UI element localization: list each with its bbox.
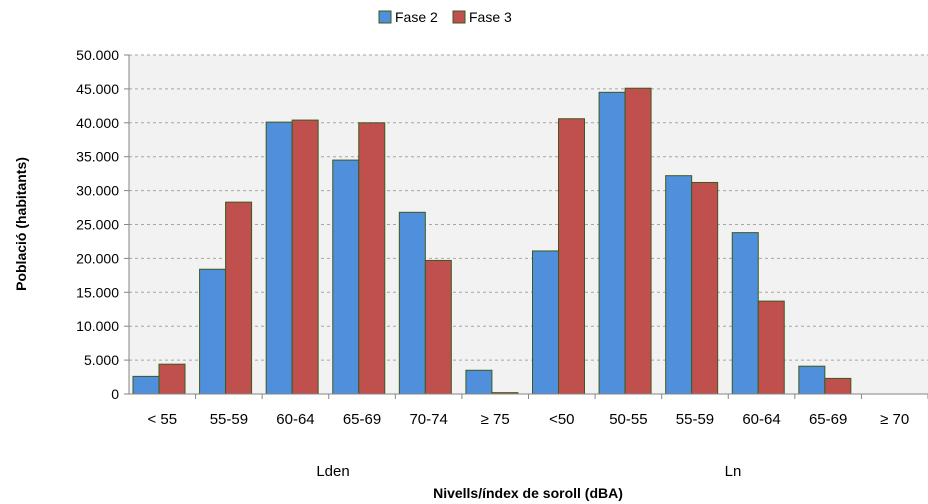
bar-fase-2 — [465, 369, 493, 395]
bar-fase-3 — [624, 87, 652, 395]
x-tick-label: <50 — [549, 411, 574, 428]
x-tick-label: 55-59 — [210, 411, 248, 428]
group-label-ln: Ln — [725, 463, 742, 480]
bar-fase-3 — [824, 377, 852, 395]
bar-fase-3 — [691, 181, 719, 395]
y-tick-label: 40.000 — [76, 115, 119, 131]
legend: Fase 2 Fase 3 — [378, 9, 512, 25]
x-tick-label: 55-59 — [676, 411, 714, 428]
y-tick-label: 15.000 — [76, 284, 119, 300]
x-tick-label: ≥ 75 — [481, 411, 510, 428]
bar-fase-2 — [598, 91, 626, 395]
y-tick-label: 50.000 — [76, 47, 119, 63]
x-tick-label: 65-69 — [343, 411, 381, 428]
gridlines — [129, 54, 928, 361]
y-tick-label: 0 — [111, 386, 119, 402]
bar-fase-2 — [132, 375, 160, 395]
legend-swatch-fase-2 — [378, 10, 392, 24]
bar-fase-2 — [332, 159, 360, 395]
x-tick-label: < 55 — [147, 411, 177, 428]
y-tick-label: 25.000 — [76, 217, 119, 233]
y-tick-label: 20.000 — [76, 250, 119, 266]
y-tick-labels: 0 5.000 10.000 15.000 20.000 25.000 30.000 35.0… — [76, 47, 129, 402]
x-tick-labels: < 55 55-59 60-64 65-69 70-74 ≥ 75 <50 50-55 55-5… — [147, 394, 928, 428]
y-tick-label: 10.000 — [76, 318, 119, 334]
bar-fase-2 — [265, 121, 293, 395]
bar-fase-3 — [424, 259, 452, 395]
x-tick-label: 60-64 — [742, 411, 780, 428]
bar-fase-2 — [798, 365, 826, 395]
y-tick-label: 30.000 — [76, 183, 119, 199]
bar-fase-3 — [358, 122, 386, 395]
bar-fase-3 — [158, 363, 186, 395]
bar-fase-3 — [558, 118, 585, 395]
x-tick-label: 50-55 — [609, 411, 647, 428]
bar-fase-2 — [665, 175, 693, 395]
x-tick-label: 60-64 — [276, 411, 314, 428]
y-axis-title: Població (habitants) — [13, 157, 29, 291]
bar-fase-3 — [225, 201, 253, 395]
x-axis-title: Nivells/índex de soroll (dBA) — [433, 485, 623, 501]
bars — [132, 87, 852, 395]
legend-label-fase-3: Fase 3 — [469, 9, 512, 25]
bar-fase-2 — [199, 268, 227, 395]
y-tick-label: 45.000 — [76, 81, 119, 97]
bar-fase-2 — [398, 211, 426, 395]
legend-label-fase-2: Fase 2 — [395, 9, 438, 25]
x-tick-label: 70-74 — [409, 411, 447, 428]
bar-fase-2 — [731, 232, 759, 395]
y-tick-label: 35.000 — [76, 149, 119, 165]
bar-fase-3 — [757, 300, 785, 395]
y-tick-label: 5.000 — [84, 352, 119, 368]
bar-fase-3 — [291, 119, 319, 395]
x-tick-label: 65-69 — [809, 411, 847, 428]
group-label-lden: Lden — [316, 463, 349, 480]
bar-fase-2 — [532, 250, 559, 395]
x-tick-label: ≥ 70 — [880, 411, 909, 428]
legend-swatch-fase-3 — [452, 10, 466, 24]
